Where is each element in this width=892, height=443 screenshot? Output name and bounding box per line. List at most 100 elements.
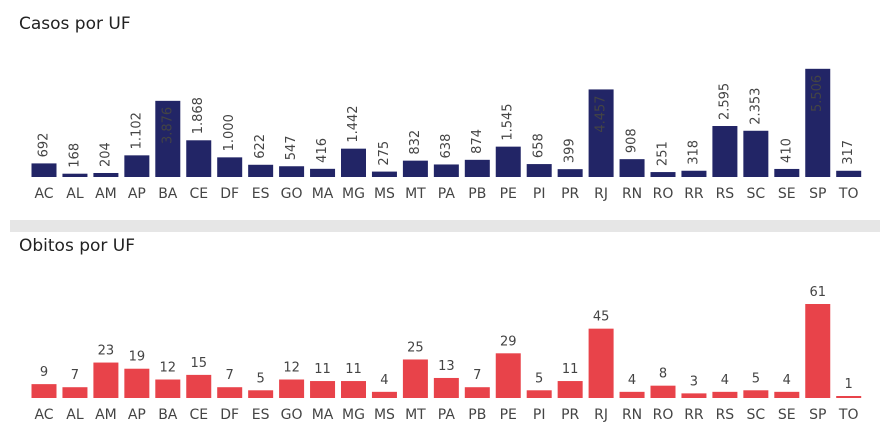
bar-value-label: 832 [408,130,423,155]
bar-value-label: 874 [470,129,485,154]
bar-value-label: 1.102 [129,112,144,149]
bar-am[interactable] [93,172,119,177]
bar-rr[interactable] [681,170,707,177]
x-tick-label: RN [622,407,642,423]
bar-value-label: 638 [439,134,454,159]
bar-ac[interactable] [31,163,57,177]
bar-value-label: 5.506 [810,75,825,112]
bar-value-label: 1 [845,377,853,392]
x-tick-label: MA [312,407,334,423]
bar-ba[interactable] [155,379,181,398]
x-tick-label: PE [500,186,517,202]
bar-pb[interactable] [464,159,490,177]
bar-value-label: 416 [315,138,330,163]
bar-pa[interactable] [433,377,459,398]
bar-to[interactable] [836,396,862,398]
bar-al[interactable] [62,173,88,177]
bar-ms[interactable] [371,171,397,177]
bar-value-label: 15 [190,356,207,371]
bar-value-label: 168 [67,143,82,168]
x-tick-label: PB [468,407,486,423]
bar-ms[interactable] [371,391,397,398]
bar-df[interactable] [217,387,243,398]
bar-mt[interactable] [402,160,428,177]
bar-ap[interactable] [124,368,150,398]
bar-ce[interactable] [186,140,212,177]
bar-ma[interactable] [310,381,336,398]
bar-pi[interactable] [526,390,552,398]
bar-ma[interactable] [310,168,336,177]
x-tick-label: ES [252,186,270,202]
casos-chart-title: Casos por UF [19,14,131,34]
bar-rr[interactable] [681,393,707,398]
bar-rj[interactable] [588,328,614,398]
bar-sc[interactable] [743,130,769,177]
x-tick-label: MS [374,186,395,202]
panel-divider [10,220,880,232]
x-tick-label: PA [438,186,456,202]
bar-ac[interactable] [31,384,57,398]
bar-value-label: 12 [283,361,300,376]
x-tick-label: BA [158,186,178,202]
bar-value-label: 4.457 [594,95,609,132]
bar-mg[interactable] [341,381,366,398]
bar-am[interactable] [93,362,119,398]
x-tick-label: RN [622,186,642,202]
bar-value-label: 11 [345,362,362,377]
bar-value-label: 3.876 [160,107,175,144]
bar-es[interactable] [248,390,274,398]
x-tick-label: PB [468,186,486,202]
bar-rn[interactable] [619,159,645,177]
bar-pe[interactable] [495,146,521,177]
x-tick-label: GO [281,407,303,423]
bar-pr[interactable] [557,381,583,398]
x-tick-label: PA [438,407,456,423]
bar-value-label: 908 [625,128,640,153]
x-tick-label: PI [533,186,546,202]
bar-se[interactable] [774,391,800,398]
x-tick-label: CE [189,407,208,423]
bar-pi[interactable] [526,164,552,177]
bar-ap[interactable] [124,155,150,177]
bar-value-label: 2.595 [717,83,732,120]
bar-rs[interactable] [712,126,738,177]
x-tick-label: SP [809,407,826,423]
bar-rj[interactable] [588,89,614,177]
bar-value-label: 251 [656,141,671,166]
x-tick-label: BA [158,407,178,423]
bar-pe[interactable] [495,353,521,398]
bar-value-label: 7 [71,368,79,383]
obitos-bar-chart: AC9AL7AM23AP19BA12CE15DF7ES5GO12MA11MG11… [31,285,862,423]
bar-ce[interactable] [186,374,212,398]
bar-df[interactable] [217,157,243,177]
x-tick-label: AP [128,186,146,202]
bar-pa[interactable] [433,164,459,177]
bar-to[interactable] [836,170,862,177]
bar-go[interactable] [279,166,305,177]
bar-sp[interactable] [805,68,831,177]
bar-ba[interactable] [155,100,181,177]
bar-se[interactable] [774,168,800,177]
bar-value-label: 5 [752,371,760,386]
bar-es[interactable] [248,164,274,177]
x-tick-label: PR [561,407,579,423]
x-tick-label: SC [747,186,766,202]
bar-value-label: 7 [473,368,481,383]
bar-rs[interactable] [712,391,738,398]
bar-pb[interactable] [464,387,490,398]
bar-al[interactable] [62,387,88,398]
bar-ro[interactable] [650,172,676,177]
bar-value-label: 692 [37,133,52,158]
bar-mt[interactable] [402,359,428,398]
x-tick-label: RR [684,186,704,202]
bar-sp[interactable] [805,304,831,398]
x-tick-label: AL [66,186,84,202]
bar-sc[interactable] [743,390,769,398]
bar-value-label: 547 [284,135,299,160]
bar-ro[interactable] [650,385,676,398]
bar-pr[interactable] [557,169,583,177]
bar-go[interactable] [279,379,305,398]
x-tick-label: SP [809,186,826,202]
bar-mg[interactable] [341,148,366,177]
bar-rn[interactable] [619,391,645,398]
